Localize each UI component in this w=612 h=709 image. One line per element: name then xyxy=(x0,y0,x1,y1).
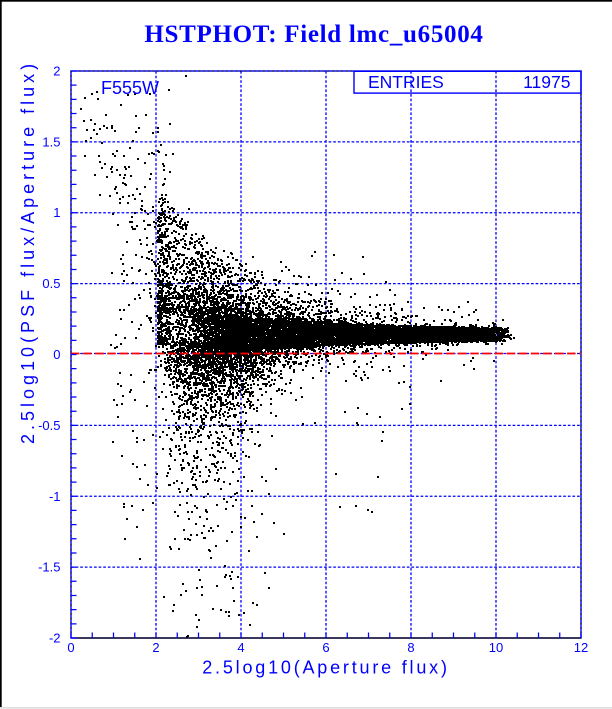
svg-text:HSTPHOT: Field lmc_u65004: HSTPHOT: Field lmc_u65004 xyxy=(144,21,483,48)
svg-text:12: 12 xyxy=(574,640,588,655)
svg-text:1: 1 xyxy=(53,205,60,220)
svg-text:1.5: 1.5 xyxy=(42,134,60,149)
svg-text:-0.5: -0.5 xyxy=(38,418,60,433)
svg-text:2.5log10(Aperture flux): 2.5log10(Aperture flux) xyxy=(202,658,450,678)
svg-text:10: 10 xyxy=(489,640,503,655)
svg-text:2: 2 xyxy=(152,640,159,655)
svg-text:11975: 11975 xyxy=(523,72,570,92)
svg-text:0: 0 xyxy=(53,347,60,362)
svg-text:0.5: 0.5 xyxy=(42,276,60,291)
svg-text:0: 0 xyxy=(67,640,74,655)
svg-text:8: 8 xyxy=(407,640,414,655)
svg-text:2: 2 xyxy=(53,64,60,79)
svg-text:F555W: F555W xyxy=(101,78,159,98)
svg-text:4: 4 xyxy=(237,640,244,655)
svg-text:-1.5: -1.5 xyxy=(38,560,60,575)
svg-text:ENTRIES: ENTRIES xyxy=(368,72,444,92)
svg-text:-2: -2 xyxy=(49,631,61,646)
svg-text:2.5log10(PSF flux/Aperture flu: 2.5log10(PSF flux/Aperture flux) xyxy=(18,60,38,444)
svg-text:6: 6 xyxy=(322,640,329,655)
svg-text:-1: -1 xyxy=(49,489,61,504)
